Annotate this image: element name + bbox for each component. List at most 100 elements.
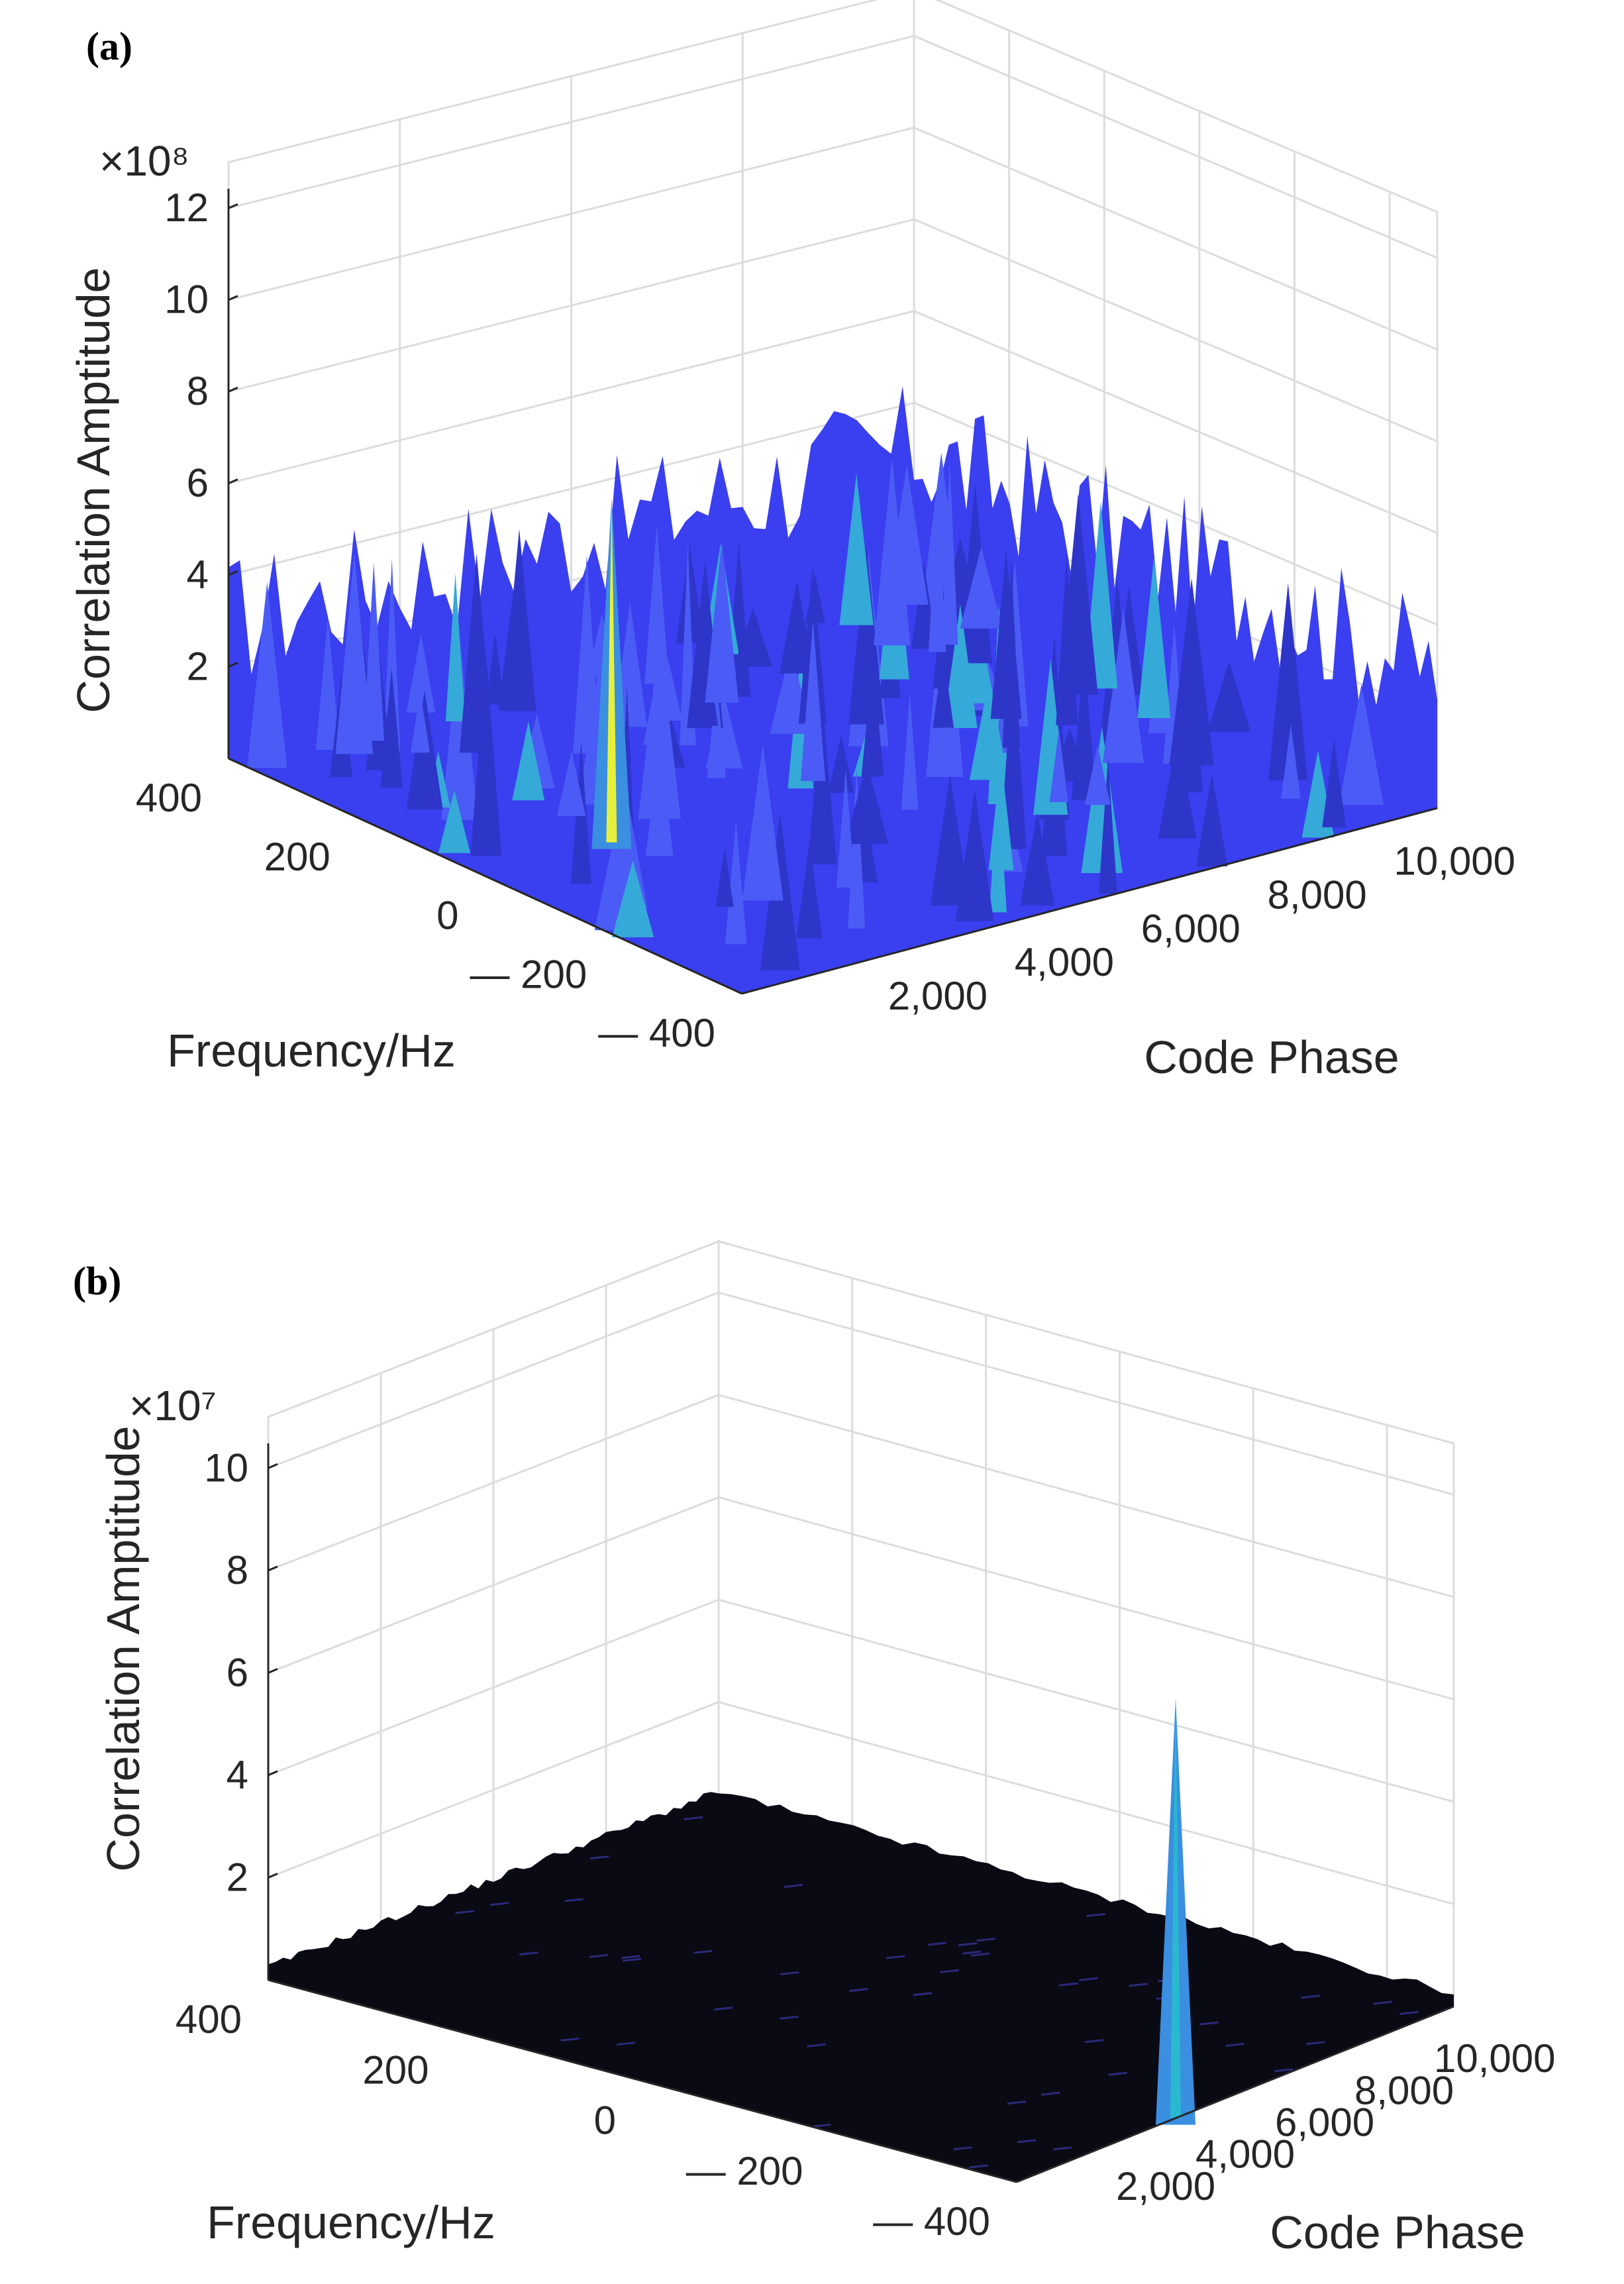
noise-spike	[969, 678, 1009, 780]
panel-label-a: (a)	[86, 25, 132, 68]
floor-texture	[693, 1949, 713, 1954]
code-phase-tick-label: 6,000	[1275, 2100, 1374, 2144]
floor-texture	[976, 1938, 995, 1942]
floor-texture	[1017, 2139, 1037, 2144]
code-phase-tick-label: 2,000	[888, 974, 988, 1018]
noise-spike	[1195, 773, 1228, 866]
z-axis-label-b: Correlation Amptitude	[97, 1426, 149, 1871]
noise-spike	[796, 843, 823, 939]
freq-axis	[228, 757, 742, 995]
z-tick	[268, 1463, 278, 1469]
noise-spike	[828, 735, 854, 793]
noise-spike	[410, 691, 431, 753]
noise-spike	[1058, 493, 1098, 696]
z-tick	[228, 203, 238, 209]
noise-spike	[1322, 739, 1346, 827]
noise-spike	[335, 553, 374, 754]
noise-spike	[654, 658, 683, 721]
noise-spike	[933, 652, 954, 728]
noise-spike	[406, 633, 436, 713]
freq-tick-label: 0	[436, 894, 458, 938]
freq-tick-label: 200	[264, 835, 330, 879]
z-tick	[268, 1873, 278, 1879]
code-phase-tick-label: 8,000	[1354, 2068, 1454, 2112]
floor-texture	[953, 2146, 972, 2151]
floor-texture	[564, 1898, 584, 1902]
noise-spike	[1137, 556, 1171, 718]
z-tick-label: 12	[164, 185, 209, 230]
noise-spike	[438, 790, 471, 853]
chart-b-axes: 10 8 6 4 2 400 200 0 — 200 — 400 2,0004,0006,0008,…	[176, 1443, 1556, 2244]
noise-spike	[383, 558, 401, 753]
code-phase-axis	[741, 807, 1438, 995]
z-gridline	[268, 1496, 1454, 1700]
noise-spike	[734, 607, 772, 667]
freq-tick-label: 400	[176, 1997, 242, 2042]
z-tick-label: 6	[227, 1650, 248, 1694]
floor-texture	[780, 2015, 799, 2020]
noise-spike	[930, 774, 970, 906]
freq-tick-label: — 400	[873, 2199, 990, 2244]
noise-spike	[1071, 650, 1097, 800]
chart-a: 12 10 8 6 4 2 400 200 0 — 200— 400 2,000 4,000 6,000…	[68, 0, 1515, 1083]
noise-spike	[960, 546, 1003, 629]
floor-texture	[1399, 2010, 1419, 2015]
noise-spike	[470, 652, 502, 856]
noise-spike	[707, 679, 726, 778]
z-tick-label: 10	[164, 278, 209, 322]
z-gridline	[268, 1394, 1454, 1598]
noise-spike	[1020, 813, 1055, 906]
floor-texture	[1084, 2039, 1104, 2044]
code-phase-tick-label: 2,000	[1116, 2164, 1215, 2208]
freq-tick-label: — 400	[598, 1011, 715, 1055]
noise-spike	[705, 541, 739, 703]
floor-texture	[1059, 1982, 1078, 1987]
floor-texture	[1108, 2071, 1127, 2076]
code-phase-tick-label: 4,000	[1195, 2132, 1295, 2177]
z-tick	[268, 1770, 278, 1777]
floor-texture	[927, 1942, 946, 1946]
z-tick-label: 8	[187, 369, 209, 413]
floor-texture	[807, 2043, 826, 2048]
floor-texture	[519, 1951, 538, 1955]
noise-spike	[874, 457, 911, 646]
noise-spike	[485, 633, 505, 705]
floor-texture	[969, 2164, 988, 2169]
noise-spike	[1281, 724, 1301, 799]
freq-tick-label: — 200	[686, 2149, 803, 2193]
z-tick-label: 10	[204, 1445, 248, 1490]
z-gridline	[268, 1598, 1454, 1803]
chart-a-axes: 12 10 8 6 4 2 400 200 0 — 200— 400 2,000 4,000 6,000…	[136, 185, 1515, 1055]
z-tick	[228, 386, 238, 393]
floor-texture	[684, 1816, 703, 1820]
x-axis-label-a: Frequency/Hz	[167, 1025, 456, 1076]
noise-spike	[848, 769, 866, 929]
floor-texture	[590, 1855, 609, 1860]
floor-texture	[1086, 1913, 1105, 1917]
noise-spike	[725, 821, 747, 945]
floor-texture	[616, 2042, 636, 2046]
floor-texture	[812, 2123, 831, 2128]
noise-spike	[988, 757, 1014, 870]
floor-texture	[1079, 1977, 1098, 1981]
z-tick	[228, 295, 238, 301]
noise-spike	[573, 555, 601, 754]
noise-spike	[315, 617, 340, 750]
floor-texture	[913, 1992, 933, 1997]
noise-spike	[955, 790, 994, 921]
code-phase-tick-label: 10,000	[1394, 839, 1516, 883]
noise-spike	[779, 580, 815, 674]
floor-texture	[621, 1955, 640, 1959]
chart-a-surface	[228, 386, 1437, 994]
z-tick-label: 4	[227, 1753, 248, 1797]
noise-spike	[845, 762, 889, 844]
floor-texture	[886, 1955, 905, 1959]
floor-texture	[589, 1953, 609, 1958]
noise-spike	[644, 525, 670, 684]
noise-spike	[1181, 631, 1203, 792]
noise-spike	[715, 847, 734, 908]
noise-spike	[742, 744, 784, 901]
noise-spike	[941, 461, 958, 645]
noise-spike	[498, 579, 532, 711]
floor-texture	[1052, 2146, 1072, 2151]
